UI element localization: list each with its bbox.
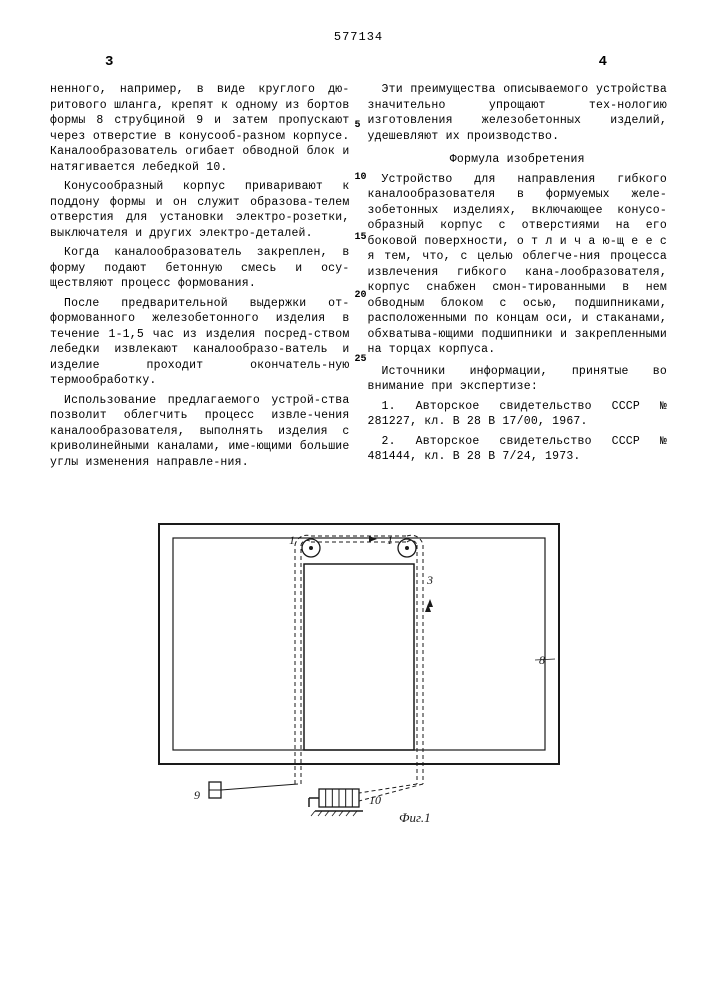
svg-text:1: 1 (387, 533, 393, 547)
text-columns: ненного, например, в виде круглого дю-ри… (50, 82, 667, 474)
right-column: Эти преимущества описываемого устройства… (368, 82, 668, 474)
svg-text:10: 10 (369, 793, 381, 807)
svg-text:Фиг.1: Фиг.1 (399, 810, 431, 825)
page: 577134 3 4 ненного, например, в виде кру… (0, 0, 707, 1000)
page-number-left: 3 (105, 54, 113, 70)
figure-area: 1 1 3 8 9 10 Фиг.1 (50, 504, 667, 844)
figure-svg: 1 1 3 8 9 10 Фиг.1 (139, 504, 579, 844)
para: Когда каналообразователь закреплен, в фо… (50, 245, 350, 292)
svg-text:9: 9 (194, 788, 200, 802)
document-number: 577134 (50, 30, 667, 44)
page-numbers-row: 3 4 (50, 54, 667, 74)
formula-text: Устройство для направления гибкого канал… (368, 172, 668, 358)
para: Эти преимущества описываемого устройства… (368, 82, 668, 144)
para: После предварительной выдержки от-формов… (50, 296, 350, 389)
page-number-right: 4 (599, 54, 607, 70)
sources-title: Источники информации, принятые во вниман… (368, 364, 668, 395)
line-marker: 5 (355, 120, 361, 131)
formula-title: Формула изобретения (368, 152, 668, 168)
svg-text:3: 3 (426, 573, 433, 587)
para: Использование предлагаемого устрой-ства … (50, 393, 350, 471)
para: ненного, например, в виде круглого дю-ри… (50, 82, 350, 175)
figure-1: 1 1 3 8 9 10 Фиг.1 (139, 504, 579, 844)
line-marker: 10 (355, 172, 367, 183)
svg-text:1: 1 (289, 533, 295, 547)
svg-text:8: 8 (539, 653, 545, 667)
source-item: 1. Авторское свидетельство СССР № 281227… (368, 399, 668, 430)
left-column: ненного, например, в виде круглого дю-ри… (50, 82, 350, 474)
line-marker: 20 (355, 290, 367, 301)
line-marker: 25 (355, 354, 367, 365)
line-marker: 15 (355, 232, 367, 243)
para: Конусообразный корпус приваривают к подд… (50, 179, 350, 241)
source-item: 2. Авторское свидетельство СССР № 481444… (368, 434, 668, 465)
